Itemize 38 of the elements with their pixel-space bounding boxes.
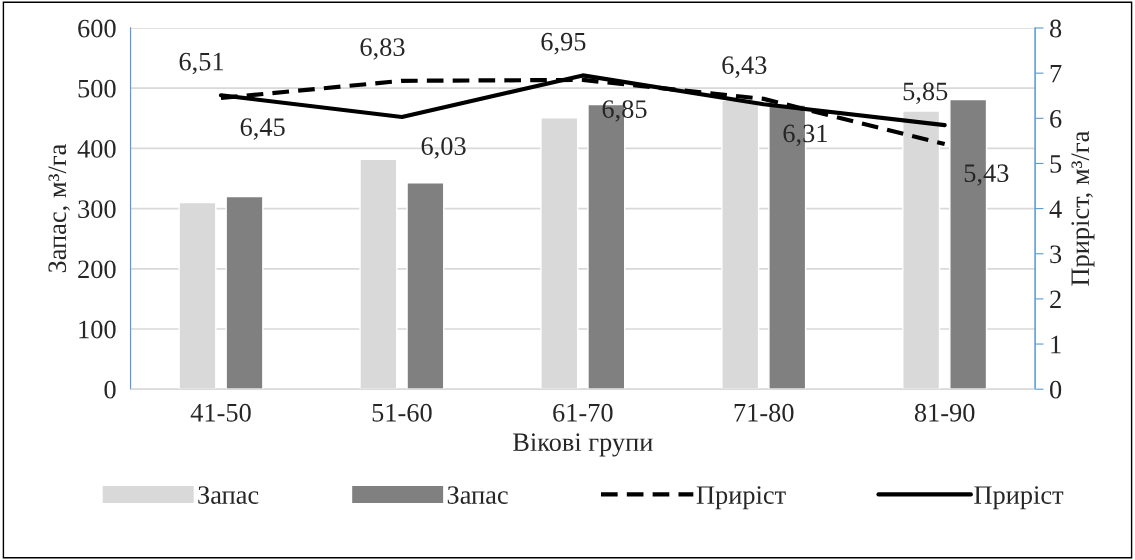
bar (406, 182, 445, 390)
y-tick-label: 0 (104, 380, 116, 399)
data-label: 6,03 (421, 137, 466, 159)
x-tick-label: 41-50 (190, 403, 251, 422)
data-label: 6,83 (360, 38, 405, 60)
y-tick-label: 400 (77, 140, 116, 158)
y2-tick-label: 1 (1051, 335, 1061, 354)
y2-tick-label: 7 (1050, 65, 1062, 83)
bar (225, 195, 264, 390)
y2-tick-label: 3 (1050, 245, 1062, 264)
legend-label: Приріст (696, 486, 786, 510)
x-tick-label: 71-80 (734, 403, 794, 422)
data-label: 6,45 (240, 118, 285, 140)
legend-label: Приріст (974, 486, 1064, 510)
y2-tick-label: 8 (1050, 19, 1062, 38)
x-tick-label: 61-70 (553, 403, 613, 422)
y-tick-label: 500 (78, 79, 116, 98)
data-label: 6,43 (722, 56, 767, 78)
y-axis-title: Запас, м³/га (48, 144, 70, 273)
x-tick-label: 51-60 (372, 403, 432, 422)
y2-tick-label: 0 (1050, 380, 1062, 399)
legend-label: Запас (447, 486, 508, 504)
x-axis-title: Вікові групи (513, 433, 653, 457)
data-label: 6,95 (541, 32, 586, 55)
y-tick-label: 600 (78, 19, 116, 38)
y2-tick-label: 4 (1049, 200, 1062, 218)
y2-axis-title: Приріст, м³/га (1071, 131, 1095, 286)
data-label: 6,31 (783, 124, 827, 147)
data-label: 6,51 (179, 52, 224, 75)
y-tick-label: 100 (79, 320, 116, 339)
y2-tick-label: 2 (1050, 290, 1061, 309)
y-tick-label: 300 (78, 200, 116, 219)
y2-tick-label: 6 (1050, 109, 1062, 128)
x-tick-label: 81-90 (914, 403, 975, 422)
legend-label: Запас (198, 486, 259, 504)
y-tick-label: 200 (78, 260, 116, 279)
y2-tick-label: 5 (1050, 155, 1062, 173)
data-label: 5,85 (903, 82, 948, 105)
